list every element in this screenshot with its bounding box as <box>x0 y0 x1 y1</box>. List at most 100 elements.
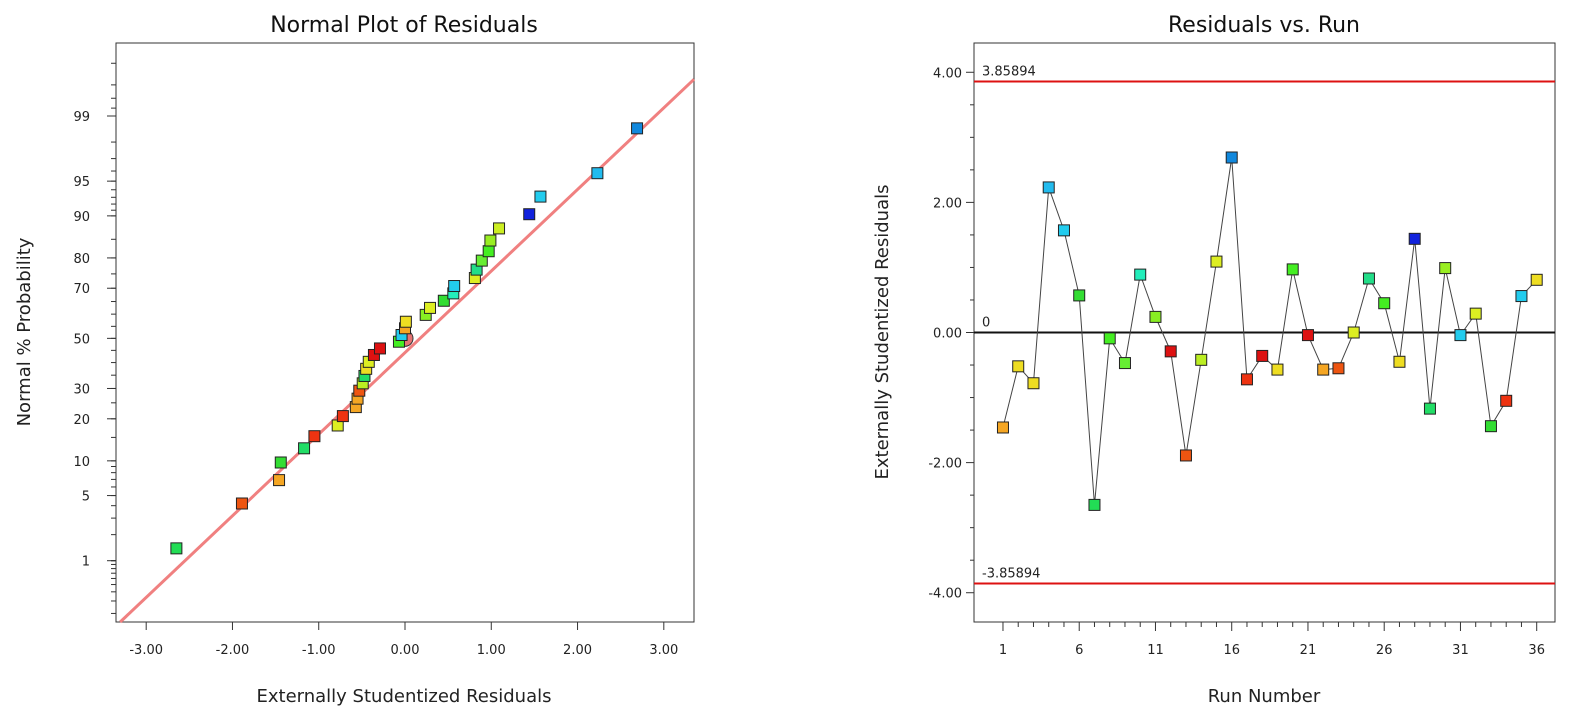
residuals-vs-run-y-tick-label: -4.00 <box>928 587 962 602</box>
residuals-vs-run-point <box>1317 363 1330 376</box>
normal-plot-y-tick-label: 95 <box>73 175 90 190</box>
residuals-vs-run-point <box>1393 355 1406 368</box>
normal-plot-y-axis-label: Normal % Probability <box>14 237 35 426</box>
residuals-vs-run-point <box>1240 373 1253 386</box>
residuals-vs-run-point <box>1530 273 1543 286</box>
residuals-vs-run-point <box>1423 402 1436 415</box>
residuals-vs-run-point <box>1347 326 1360 339</box>
normal-plot-point <box>308 430 321 443</box>
normal-plot-point <box>367 348 380 361</box>
normal-plot-y-tick-label: 80 <box>73 252 90 267</box>
normal-plot-point <box>274 456 287 469</box>
normal-plot-y-tick-label: 1 <box>82 555 90 570</box>
normal-plot-x-tick-label: 2.00 <box>563 643 592 658</box>
normal-plot-ticks: -3.00 -2.00 -1.00 0.00 1.00 2.00 3.00 1 5 10 20 30 5… <box>73 62 678 658</box>
residuals-vs-run-point <box>1256 349 1269 362</box>
residuals-vs-run-y-tick-label: 4.00 <box>933 66 962 81</box>
residuals-vs-run-x-tick-label: 6 <box>1075 643 1083 658</box>
residuals-vs-run-point <box>1042 181 1055 194</box>
residuals-vs-run-x-tick-label: 31 <box>1452 643 1469 658</box>
residuals-vs-run-y-tick-label: 2.00 <box>933 196 962 211</box>
residuals-vs-run-point <box>1301 329 1314 342</box>
residuals-vs-run-point <box>1073 289 1086 302</box>
normal-plot-point <box>399 315 412 328</box>
normal-plot-y-tick-label: 50 <box>73 332 90 347</box>
normal-plot-x-tick-label: -1.00 <box>302 643 336 658</box>
residuals-vs-run-point <box>1103 332 1116 345</box>
normal-plot-x-tick-label: 3.00 <box>649 643 678 658</box>
residuals-vs-run-point <box>1149 310 1162 323</box>
residuals-vs-run-point <box>1286 263 1299 276</box>
normal-plot-reference-line-group <box>119 78 696 624</box>
residuals-vs-run-lines: 3.85894 -3.85894 0 <box>974 64 1555 585</box>
normal-plot-point <box>336 410 349 423</box>
residuals-vs-run-zero-label: 0 <box>982 316 990 331</box>
residuals-vs-run-chart: Residuals vs. Run Run Number Externally … <box>872 13 1556 707</box>
residuals-vs-run-series-line <box>1002 157 1538 505</box>
normal-plot-point <box>631 122 644 135</box>
residuals-vs-run-points <box>996 151 1543 511</box>
normal-plot-points <box>170 122 644 555</box>
residuals-vs-run-point <box>1500 394 1513 407</box>
normal-plot-point <box>484 234 497 247</box>
normal-plot-y-tick-label: 20 <box>73 413 90 428</box>
normal-plot-title: Normal Plot of Residuals <box>270 13 538 38</box>
residuals-vs-run-point <box>1179 449 1192 462</box>
normal-plot-point <box>534 190 547 203</box>
residuals-vs-run-point <box>1378 297 1391 310</box>
residuals-vs-run-point <box>1027 377 1040 390</box>
normal-plot-y-tick-label: 5 <box>82 490 90 505</box>
normal-plot-x-tick-label: -3.00 <box>129 643 163 658</box>
residuals-vs-run-point <box>1225 151 1238 164</box>
residuals-vs-run-point <box>1118 357 1131 370</box>
residuals-vs-run-point <box>1134 268 1147 281</box>
normal-plot-chart: Normal Plot of Residuals Externally Stud… <box>14 13 696 707</box>
normal-plot-x-tick-label: 1.00 <box>477 643 506 658</box>
residuals-vs-run-ticks: 1 6 11 16 21 26 31 36-4.00-2.000.002.004.00 <box>928 66 1545 658</box>
normal-plot-point <box>448 280 461 293</box>
normal-plot-x-tick-label: -2.00 <box>216 643 250 658</box>
normal-plot-point <box>475 254 488 267</box>
residuals-vs-run-point <box>1210 255 1223 268</box>
normal-plot-point <box>523 208 536 221</box>
residuals-vs-run-title: Residuals vs. Run <box>1168 13 1360 38</box>
normal-plot-point <box>424 301 437 314</box>
normal-plot-point <box>298 442 311 455</box>
residuals-vs-run-x-tick-label: 26 <box>1376 643 1393 658</box>
normal-plot-point <box>170 542 183 555</box>
residuals-vs-run-point <box>996 421 1009 434</box>
normal-plot-x-tick-label: 0.00 <box>391 643 420 658</box>
residuals-vs-run-point <box>1195 353 1208 366</box>
residuals-vs-run-y-axis-label: Externally Studentized Residuals <box>872 185 893 480</box>
normal-plot-point <box>591 167 604 180</box>
normal-plot-point <box>373 342 386 355</box>
residuals-vs-run-point <box>1408 232 1421 245</box>
normal-plot-point <box>437 294 450 307</box>
residuals-vs-run-point <box>1439 262 1452 275</box>
normal-plot-x-axis-label: Externally Studentized Residuals <box>257 686 552 707</box>
normal-plot-point <box>235 497 248 510</box>
residuals-vs-run-x-tick-label: 21 <box>1300 643 1317 658</box>
residuals-vs-run-point <box>1164 345 1177 358</box>
residuals-vs-run-limit-label: -3.85894 <box>982 567 1040 582</box>
residuals-vs-run-point <box>1088 498 1101 511</box>
residuals-vs-run-point <box>1362 272 1375 285</box>
residuals-vs-run-x-tick-label: 1 <box>999 643 1007 658</box>
residuals-vs-run-x-tick-label: 11 <box>1147 643 1164 658</box>
normal-plot-y-tick-label: 10 <box>73 455 90 470</box>
residuals-vs-run-point <box>1012 360 1025 373</box>
normal-plot-point <box>493 222 506 235</box>
residuals-vs-run-y-tick-label: 0.00 <box>933 327 962 342</box>
residuals-vs-run-x-tick-label: 16 <box>1223 643 1240 658</box>
residuals-vs-run-x-axis-label: Run Number <box>1208 686 1321 707</box>
normal-plot-reference-line <box>119 78 696 624</box>
normal-plot-y-tick-label: 30 <box>73 382 90 397</box>
residuals-vs-run-point <box>1484 420 1497 433</box>
normal-plot-y-tick-label: 99 <box>73 110 90 125</box>
residuals-vs-run-point <box>1515 290 1528 303</box>
residuals-vs-run-point <box>1454 329 1467 342</box>
normal-plot-point <box>273 474 286 487</box>
residuals-vs-run-point <box>1469 307 1482 320</box>
normal-plot-y-tick-label: 90 <box>73 210 90 225</box>
